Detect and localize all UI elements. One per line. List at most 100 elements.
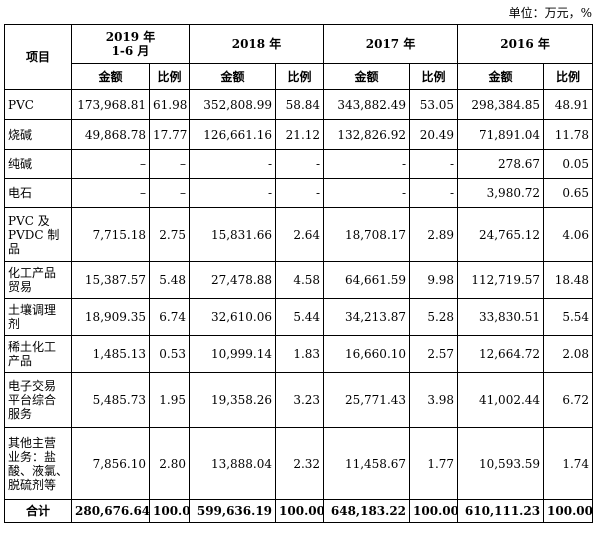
ratio-cell: 5.48 xyxy=(148,261,191,299)
ratio-cell: 3.23 xyxy=(275,372,325,428)
row-label: 化工产品 贸易 xyxy=(4,261,72,299)
revenue-table: 项目 2019 年 1-6 月 2018 年 2017 年 2016 年 金额比… xyxy=(4,24,594,523)
total-amount-cell: 599,636.19 xyxy=(189,499,277,523)
ratio-cell: – xyxy=(148,178,191,208)
ratio-cell: 1.83 xyxy=(275,335,325,373)
ratio-cell: 2.75 xyxy=(148,207,191,262)
amount-cell: 18,909.35 xyxy=(71,298,150,336)
ratio-cell: 21.12 xyxy=(275,119,325,150)
total-ratio-cell: 100.00 xyxy=(543,499,594,523)
ratio-cell: 5.54 xyxy=(543,298,594,336)
row-label: 稀土化工 产品 xyxy=(4,335,72,373)
period-header: 2017 年 xyxy=(323,24,459,64)
ratio-cell: – xyxy=(148,149,191,179)
ratio-header: 比例 xyxy=(148,63,191,90)
amount-cell: 132,826.92 xyxy=(323,119,411,150)
ratio-cell: 5.28 xyxy=(409,298,459,336)
row-label: 电子交易 平台综合 服务 xyxy=(4,372,72,428)
amount-cell: 1,485.13 xyxy=(71,335,150,373)
ratio-cell: - xyxy=(275,178,325,208)
ratio-cell: 2.64 xyxy=(275,207,325,262)
ratio-cell: 48.91 xyxy=(543,89,594,120)
row-label: PVC xyxy=(4,89,72,120)
table-row: 化工产品 贸易 15,387.57 5.48 27,478.88 4.58 64,661.… xyxy=(4,261,594,299)
ratio-header: 比例 xyxy=(409,63,459,90)
ratio-cell: 2.57 xyxy=(409,335,459,373)
amount-cell: 25,771.43 xyxy=(323,372,411,428)
ratio-cell: 4.06 xyxy=(543,207,594,262)
table-row: 烧碱 49,868.78 17.77 126,661.16 21.12 132,826.9… xyxy=(4,119,594,150)
total-amount-cell: 648,183.22 xyxy=(323,499,411,523)
ratio-cell: 3.98 xyxy=(409,372,459,428)
ratio-cell: 4.58 xyxy=(275,261,325,299)
amount-cell: 112,719.57 xyxy=(457,261,545,299)
period-header: 2016 年 xyxy=(457,24,594,64)
row-label: 纯碱 xyxy=(4,149,72,179)
amount-cell: - xyxy=(189,178,277,208)
amount-cell: 49,868.78 xyxy=(71,119,150,150)
ratio-cell: 2.08 xyxy=(543,335,594,373)
amount-cell: 7,856.10 xyxy=(71,427,150,500)
row-label: 土壤调理 剂 xyxy=(4,298,72,336)
ratio-cell: 17.77 xyxy=(148,119,191,150)
ratio-header: 比例 xyxy=(275,63,325,90)
row-label: PVC 及 PVDC 制 品 xyxy=(4,207,72,262)
total-ratio-cell: 100.00 xyxy=(275,499,325,523)
ratio-cell: 1.74 xyxy=(543,427,594,500)
amount-cell: 27,478.88 xyxy=(189,261,277,299)
item-header: 项目 xyxy=(4,24,72,90)
ratio-cell: 6.72 xyxy=(543,372,594,428)
amount-cell: 19,358.26 xyxy=(189,372,277,428)
amount-header: 金额 xyxy=(323,63,411,90)
ratio-cell: - xyxy=(409,149,459,179)
ratio-cell: 0.53 xyxy=(148,335,191,373)
table-row: 土壤调理 剂 18,909.35 6.74 32,610.06 5.44 34,213.8… xyxy=(4,298,594,336)
amount-cell: 18,708.17 xyxy=(323,207,411,262)
amount-header: 金额 xyxy=(71,63,150,90)
row-label: 其他主营 业务：盐 酸、液氯、 脱硫剂等 xyxy=(4,427,72,500)
amount-cell: 3,980.72 xyxy=(457,178,545,208)
amount-cell: 278.67 xyxy=(457,149,545,179)
total-amount-cell: 280,676.64 xyxy=(71,499,150,523)
total-amount-cell: 610,111.23 xyxy=(457,499,545,523)
amount-cell: 5,485.73 xyxy=(71,372,150,428)
amount-cell: 71,891.04 xyxy=(457,119,545,150)
total-row: 合计280,676.64100.00599,636.19100.00648,18… xyxy=(4,499,594,523)
table-row: 稀土化工 产品 1,485.13 0.53 10,999.14 1.83 16,660.1… xyxy=(4,335,594,373)
amount-cell: 33,830.51 xyxy=(457,298,545,336)
ratio-cell: 0.65 xyxy=(543,178,594,208)
amount-cell: 15,387.57 xyxy=(71,261,150,299)
amount-cell: – xyxy=(71,178,150,208)
amount-cell: 12,664.72 xyxy=(457,335,545,373)
total-ratio-cell: 100.00 xyxy=(409,499,459,523)
amount-cell: 298,384.85 xyxy=(457,89,545,120)
amount-cell: – xyxy=(71,149,150,179)
ratio-cell: 20.49 xyxy=(409,119,459,150)
ratio-cell: - xyxy=(409,178,459,208)
ratio-cell: 11.78 xyxy=(543,119,594,150)
amount-cell: - xyxy=(189,149,277,179)
ratio-cell: 58.84 xyxy=(275,89,325,120)
ratio-cell: 2.80 xyxy=(148,427,191,500)
amount-cell: 13,888.04 xyxy=(189,427,277,500)
amount-cell: - xyxy=(323,149,411,179)
total-label: 合计 xyxy=(4,499,72,523)
ratio-cell: 61.98 xyxy=(148,89,191,120)
row-label: 烧碱 xyxy=(4,119,72,150)
table-row: PVC 173,968.81 61.98 352,808.99 58.84 343,882… xyxy=(4,89,594,120)
amount-cell: 173,968.81 xyxy=(71,89,150,120)
amount-header: 金额 xyxy=(457,63,545,90)
period-header: 2018 年 xyxy=(189,24,325,64)
ratio-cell: 5.44 xyxy=(275,298,325,336)
ratio-cell: 1.95 xyxy=(148,372,191,428)
ratio-cell: 6.74 xyxy=(148,298,191,336)
amount-cell: 10,593.59 xyxy=(457,427,545,500)
table-row: 电子交易 平台综合 服务 5,485.73 1.95 19,358.26 3.23 25,… xyxy=(4,372,594,428)
ratio-cell: 18.48 xyxy=(543,261,594,299)
ratio-cell: 2.32 xyxy=(275,427,325,500)
amount-cell: - xyxy=(323,178,411,208)
table-row: PVC 及 PVDC 制 品 7,715.18 2.75 15,831.66 2.64 1… xyxy=(4,207,594,262)
amount-cell: 11,458.67 xyxy=(323,427,411,500)
table-row: 电石 – – - - - -3,980.72 0.65 xyxy=(4,178,594,208)
unit-note: 单位：万元，% xyxy=(508,6,592,20)
